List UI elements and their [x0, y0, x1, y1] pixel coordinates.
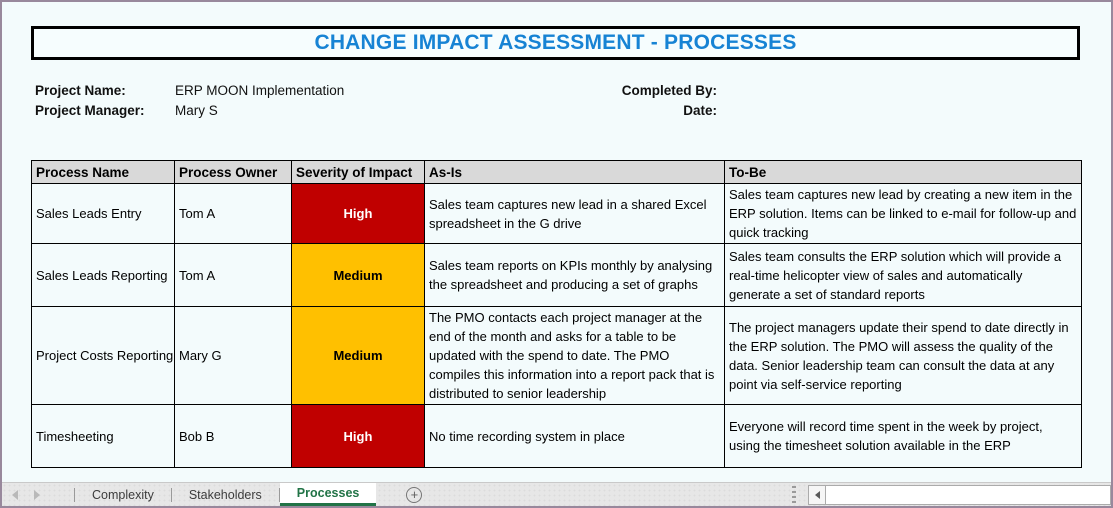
scroll-left-icon — [814, 490, 820, 499]
tabbar-spacer — [422, 483, 792, 506]
sheet-tab-stakeholders[interactable]: Stakeholders — [172, 483, 279, 506]
tab-label: Processes — [296, 486, 360, 500]
scrollbar-thumb[interactable] — [826, 484, 1111, 505]
sheet-tab-complexity[interactable]: Complexity — [75, 483, 171, 506]
title-banner: CHANGE IMPACT ASSESSMENT - PROCESSES — [31, 26, 1080, 60]
add-sheet-icon[interactable]: + — [406, 486, 423, 503]
tabbar-resize-handle[interactable] — [792, 486, 796, 503]
table-row: Project Costs Reporting Mary G Medium Th… — [31, 306, 1082, 405]
cell-process-owner[interactable]: Tom A — [174, 243, 292, 307]
completed-by-label: Completed By: — [621, 83, 717, 98]
table-row: Timesheeting Bob B High No time recordin… — [31, 404, 1082, 468]
header-as-is: As-Is — [424, 160, 725, 184]
cell-to-be[interactable]: Sales team captures new lead by creating… — [724, 183, 1082, 244]
tab-label: Complexity — [92, 487, 154, 502]
sheet-nav — [2, 483, 74, 506]
cell-process-owner[interactable]: Mary G — [174, 306, 292, 405]
cell-as-is[interactable]: No time recording system in place — [424, 404, 725, 468]
cell-process-name[interactable]: Sales Leads Entry — [31, 183, 175, 244]
cell-process-name[interactable]: Project Costs Reporting — [31, 306, 175, 405]
project-name-value[interactable]: ERP MOON Implementation — [175, 83, 345, 98]
next-sheet-icon[interactable] — [34, 489, 40, 500]
cell-as-is[interactable]: Sales team reports on KPIs monthly by an… — [424, 243, 725, 307]
header-process-name: Process Name — [31, 160, 175, 184]
cell-severity[interactable]: Medium — [291, 306, 425, 405]
cell-to-be[interactable]: The project managers update their spend … — [724, 306, 1082, 405]
cell-process-name[interactable]: Sales Leads Reporting — [31, 243, 175, 307]
process-impact-table: Process Name Process Owner Severity of I… — [31, 160, 1082, 468]
cell-process-owner[interactable]: Bob B — [174, 404, 292, 468]
date-label: Date: — [683, 103, 717, 118]
cell-process-owner[interactable]: Tom A — [174, 183, 292, 244]
project-manager-value[interactable]: Mary S — [175, 103, 218, 118]
cell-to-be[interactable]: Sales team consults the ERP solution whi… — [724, 243, 1082, 307]
sheet-tab-bar: Complexity Stakeholders Processes + — [2, 482, 1111, 506]
cell-as-is[interactable]: The PMO contacts each project manager at… — [424, 306, 725, 405]
cell-severity[interactable]: High — [291, 183, 425, 244]
cell-process-name[interactable]: Timesheeting — [31, 404, 175, 468]
page-title: CHANGE IMPACT ASSESSMENT - PROCESSES — [314, 31, 797, 54]
cell-severity[interactable]: High — [291, 404, 425, 468]
sheet-tab-processes[interactable]: Processes — [279, 483, 377, 506]
header-to-be: To-Be — [724, 160, 1082, 184]
tab-divider — [278, 487, 280, 502]
tab-label: Stakeholders — [188, 487, 262, 502]
header-process-owner: Process Owner — [174, 160, 292, 184]
project-name-label: Project Name: — [35, 83, 126, 98]
cell-to-be[interactable]: Everyone will record time spent in the w… — [724, 404, 1082, 468]
scroll-left-button[interactable] — [808, 484, 826, 505]
cell-as-is[interactable]: Sales team captures new lead in a shared… — [424, 183, 725, 244]
tab-divider — [74, 487, 75, 502]
header-severity: Severity of Impact — [291, 160, 425, 184]
prev-sheet-icon[interactable] — [12, 489, 18, 500]
table-header-row: Process Name Process Owner Severity of I… — [31, 160, 1082, 184]
cell-severity[interactable]: Medium — [291, 243, 425, 307]
table-row: Sales Leads Reporting Tom A Medium Sales… — [31, 243, 1082, 307]
table-row: Sales Leads Entry Tom A High Sales team … — [31, 183, 1082, 244]
project-manager-label: Project Manager: — [35, 103, 145, 118]
tab-divider — [170, 487, 172, 502]
horizontal-scrollbar[interactable] — [808, 484, 1111, 505]
